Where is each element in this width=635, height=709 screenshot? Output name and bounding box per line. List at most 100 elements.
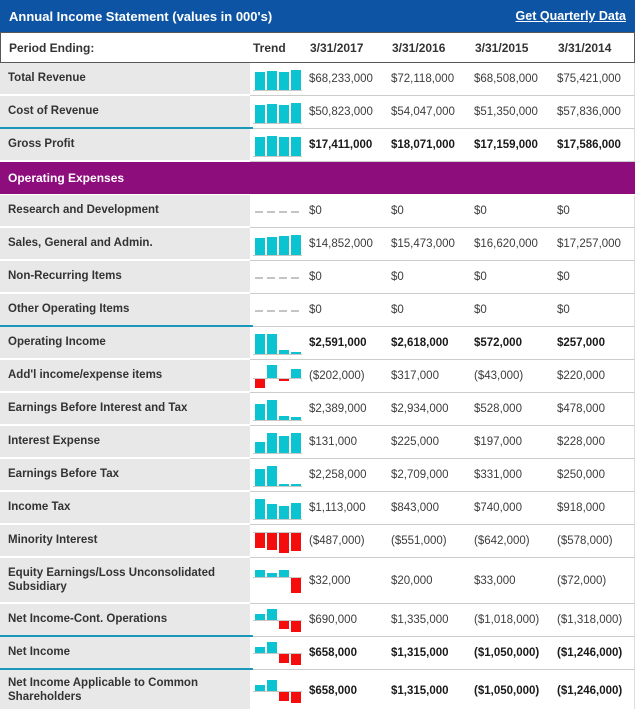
value-cell: $690,000 xyxy=(305,604,387,637)
trend-cell xyxy=(250,360,305,393)
trend-cell xyxy=(250,426,305,459)
value-cell: $0 xyxy=(470,261,553,294)
value-cell: ($1,050,000) xyxy=(470,637,553,670)
value-cell: $225,000 xyxy=(387,426,470,459)
row-label: Operating Income xyxy=(0,327,250,360)
table-row: Cost of Revenue $50,823,000 $54,047,000 $51… xyxy=(0,96,635,129)
row-label: Total Revenue xyxy=(0,63,250,96)
value-cell: ($1,050,000) xyxy=(470,670,553,709)
value-cell: $250,000 xyxy=(553,459,635,492)
value-cell: $0 xyxy=(305,195,387,228)
trend-cell xyxy=(250,670,305,709)
value-cell: ($642,000) xyxy=(470,525,553,558)
table-row: Interest Expense $131,000 $225,000 $197,000… xyxy=(0,426,635,459)
value-cell: $17,586,000 xyxy=(553,129,635,162)
table-row: Operating Income $2,591,000 $2,618,000 $572… xyxy=(0,325,635,360)
value-cell: $478,000 xyxy=(553,393,635,426)
value-cell: $0 xyxy=(470,294,553,327)
row-label: Interest Expense xyxy=(0,426,250,459)
row-label: Research and Development xyxy=(0,195,250,228)
trend-cell xyxy=(250,393,305,426)
value-cell: $228,000 xyxy=(553,426,635,459)
row-label: Cost of Revenue xyxy=(0,96,250,129)
table-row: Other Operating Items $0 $0 $0 $0 xyxy=(0,294,635,327)
trend-column-header: Trend xyxy=(253,40,286,55)
value-cell: ($578,000) xyxy=(553,525,635,558)
trend-sparkline xyxy=(253,495,302,521)
trend-cell xyxy=(250,129,305,162)
row-label: Non-Recurring Items xyxy=(0,261,250,294)
trend-cell xyxy=(250,261,305,294)
value-cell: $75,421,000 xyxy=(553,63,635,96)
value-cell: $0 xyxy=(387,195,470,228)
row-label: Earnings Before Interest and Tax xyxy=(0,393,250,426)
trend-cell xyxy=(250,63,305,96)
value-cell: $0 xyxy=(305,294,387,327)
trend-sparkline xyxy=(253,66,302,92)
trend-sparkline xyxy=(253,568,302,594)
value-cell: $1,315,000 xyxy=(387,670,470,709)
value-cell: $17,411,000 xyxy=(305,129,387,162)
trend-cell xyxy=(250,525,305,558)
table-row: Sales, General and Admin. $14,852,000 $15,… xyxy=(0,228,635,261)
value-cell: $257,000 xyxy=(553,327,635,360)
value-cell: $2,389,000 xyxy=(305,393,387,426)
trend-sparkline xyxy=(253,264,302,290)
value-cell: $0 xyxy=(553,195,635,228)
row-label: Earnings Before Tax xyxy=(0,459,250,492)
value-cell: $0 xyxy=(553,261,635,294)
period-header-2016: 3/31/2016 xyxy=(392,40,446,55)
value-cell: $331,000 xyxy=(470,459,553,492)
row-label: Other Operating Items xyxy=(0,294,250,327)
table-row: Non-Recurring Items $0 $0 $0 $0 xyxy=(0,261,635,294)
value-cell: $0 xyxy=(305,261,387,294)
table-row: Income Tax $1,113,000 $843,000 $740,000 $918… xyxy=(0,492,635,525)
table-row: Gross Profit $17,411,000 $18,071,000 $17,15… xyxy=(0,127,635,162)
value-cell: $18,071,000 xyxy=(387,129,470,162)
trend-sparkline xyxy=(253,99,302,125)
trend-cell xyxy=(250,637,305,670)
row-label: Net Income-Cont. Operations xyxy=(0,604,250,637)
value-cell: $14,852,000 xyxy=(305,228,387,261)
value-cell: $918,000 xyxy=(553,492,635,525)
table-row: Research and Development $0 $0 $0 $0 xyxy=(0,195,635,228)
get-quarterly-data-link[interactable]: Get Quarterly Data xyxy=(515,9,626,23)
value-cell: $17,257,000 xyxy=(553,228,635,261)
trend-cell xyxy=(250,327,305,360)
trend-sparkline xyxy=(253,231,302,257)
value-cell: $131,000 xyxy=(305,426,387,459)
section-title: Operating Expenses xyxy=(8,171,125,185)
value-cell: ($43,000) xyxy=(470,360,553,393)
value-cell: $0 xyxy=(553,294,635,327)
value-cell: $72,118,000 xyxy=(387,63,470,96)
value-cell: ($551,000) xyxy=(387,525,470,558)
value-cell: $68,233,000 xyxy=(305,63,387,96)
value-cell: $1,315,000 xyxy=(387,637,470,670)
table-row: Total Revenue $68,233,000 $72,118,000 $68,5… xyxy=(0,63,635,96)
trend-cell xyxy=(250,604,305,637)
trend-sparkline xyxy=(253,363,302,389)
value-cell: ($202,000) xyxy=(305,360,387,393)
value-cell: ($1,318,000) xyxy=(553,604,635,637)
trend-cell xyxy=(250,195,305,228)
value-cell: $220,000 xyxy=(553,360,635,393)
value-cell: $68,508,000 xyxy=(470,63,553,96)
trend-cell xyxy=(250,294,305,327)
trend-sparkline xyxy=(253,396,302,422)
row-label: Net Income xyxy=(0,637,250,670)
value-cell: $0 xyxy=(387,261,470,294)
value-cell: $57,836,000 xyxy=(553,96,635,129)
value-cell: $32,000 xyxy=(305,558,387,604)
row-label: Minority Interest xyxy=(0,525,250,558)
title-bar: Annual Income Statement (values in 000's… xyxy=(0,0,635,32)
value-cell: ($1,246,000) xyxy=(553,637,635,670)
table-row: Earnings Before Tax $2,258,000 $2,709,000 $… xyxy=(0,459,635,492)
table-row: Earnings Before Interest and Tax $2,389,0… xyxy=(0,393,635,426)
value-cell: ($1,246,000) xyxy=(553,670,635,709)
trend-sparkline xyxy=(253,429,302,455)
value-cell: $16,620,000 xyxy=(470,228,553,261)
section-header-row: Operating Expenses xyxy=(0,162,635,195)
value-cell: $528,000 xyxy=(470,393,553,426)
value-cell: $1,113,000 xyxy=(305,492,387,525)
